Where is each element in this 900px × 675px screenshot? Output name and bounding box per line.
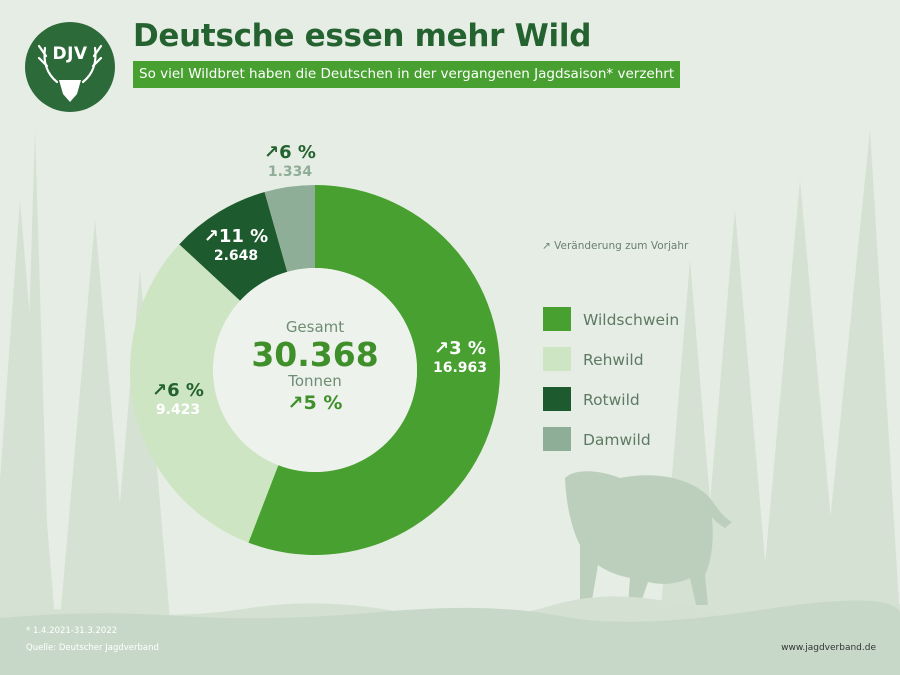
legend-label: Damwild [583,431,651,449]
boar-silhouette [565,471,732,605]
djv-logo: DJV [25,22,115,112]
footnote: * 1.4.2021-31.3.2022 [26,626,118,636]
legend-label: Rehwild [583,351,644,369]
slice-value-wildschwein: 16.963 [432,360,488,376]
slice-label-damwild: ↗6 % 1.334 [230,142,350,180]
legend-swatch [543,387,571,411]
center-label: Gesamt [285,318,345,336]
slice-change-damwild: ↗6 % [264,142,316,163]
source-note: Quelle: Deutscher Jagdverband [26,643,159,653]
legend-item-rotwild: Rotwild [543,387,679,427]
slice-value-rehwild: 9.423 [155,402,201,418]
slice-label-rotwild: ↗11 % 2.648 [176,226,296,264]
slice-change-rehwild: ↗6 % [152,380,204,401]
slice-damwild [264,185,315,272]
donut-center: Gesamt 30.368 Tonnen ↗5 % [225,318,405,414]
donut-hole [213,268,417,472]
slice-value-damwild: 1.334 [267,164,313,180]
legend-item-wildschwein: Wildschwein [543,307,679,347]
legend-label: Rotwild [583,391,640,409]
slice-change-wildschwein: ↗3 % [434,338,486,359]
slice-value-rotwild: 2.648 [213,248,259,264]
center-total: 30.368 [251,335,379,374]
slice-wildschwein [248,185,500,555]
page-title: Deutsche essen mehr Wild [133,18,592,54]
legend-label: Wildschwein [583,311,680,329]
slice-label-wildschwein: ↗3 % 16.963 [400,338,520,376]
center-unit: Tonnen [288,372,342,390]
legend-swatch [543,307,571,331]
center-change: ↗5 % [287,392,343,414]
website-link[interactable]: www.jagdverband.de [781,643,876,653]
legend: Wildschwein Rehwild Rotwild Damwild [543,307,679,467]
page-subtitle: So viel Wildbret haben die Deutschen in … [133,61,681,88]
slice-label-rehwild: ↗6 % 9.423 [118,380,238,418]
logo-text: DJV [52,44,88,64]
legend-swatch [543,347,571,371]
stag-icon [37,44,103,102]
slice-change-rotwild: ↗11 % [203,226,269,247]
change-note: ↗ Veränderung zum Vorjahr [542,240,689,252]
legend-item-rehwild: Rehwild [543,347,679,387]
slice-rotwild [179,192,288,301]
slice-rehwild [129,244,279,543]
legend-swatch [543,427,571,451]
legend-item-damwild: Damwild [543,427,679,467]
